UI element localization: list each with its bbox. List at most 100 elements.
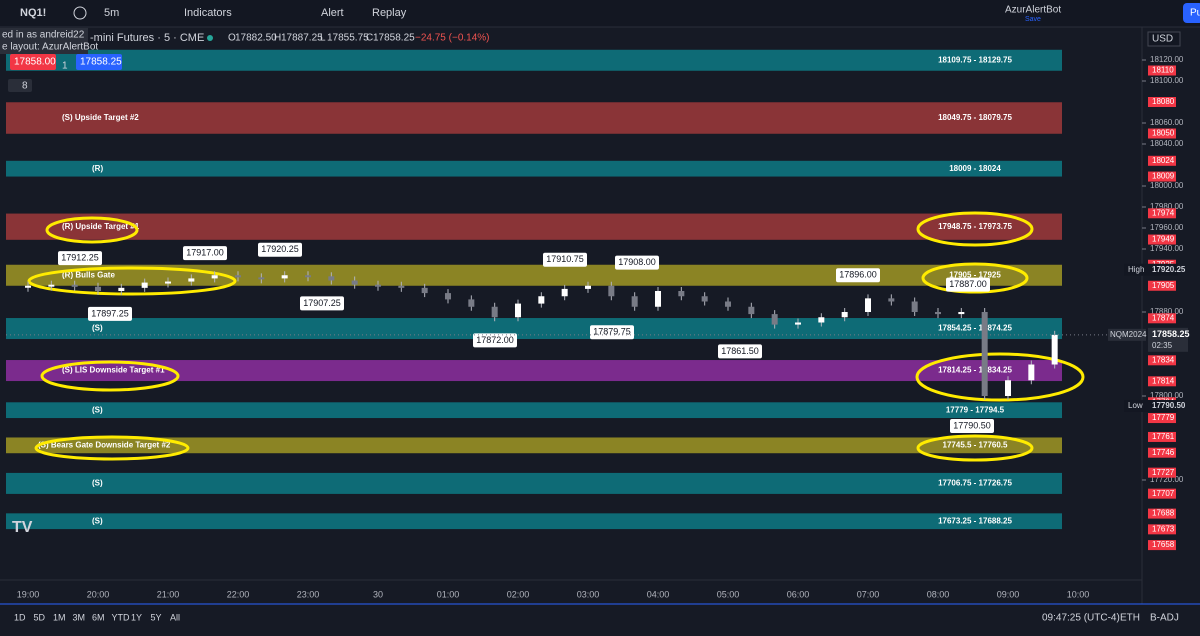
price-tag	[1148, 128, 1176, 139]
interval[interactable]: 5m	[104, 7, 119, 19]
zone-label: (R)	[92, 164, 103, 173]
replay[interactable]: Replay	[372, 7, 407, 19]
price-callout	[718, 344, 762, 359]
high-value: 17920.25	[1152, 265, 1186, 274]
ohlc-value: 17855.75	[327, 33, 369, 44]
publish[interactable]: Pu	[1190, 8, 1200, 19]
y-tick-label: 18000.00	[1150, 181, 1184, 190]
candle	[1051, 334, 1058, 365]
highlight	[916, 434, 1034, 462]
candle	[48, 284, 55, 287]
tooltip-line: e layout: AzurAlertBot	[2, 42, 98, 53]
clock: 09:47:25 (UTC-4)	[1042, 613, 1120, 624]
range-button[interactable]: 1M	[53, 612, 66, 622]
plot: 18109.75 - 18129.75 (S) Upside Target #2 1…	[6, 49, 1085, 530]
candle	[911, 301, 918, 312]
symbol-tag	[1108, 328, 1146, 341]
tooltip-line: ed in as andreid22	[2, 30, 85, 41]
range-button[interactable]: 6M	[92, 612, 105, 622]
session[interactable]: ETH	[1120, 613, 1140, 624]
currency-box[interactable]	[1147, 31, 1181, 47]
currency[interactable]: USD	[1152, 34, 1173, 45]
candle	[421, 287, 428, 294]
symbol[interactable]: NQ1!	[20, 7, 46, 19]
zone	[6, 213, 1062, 240]
x-tick-label: 23:00	[297, 589, 320, 599]
sell-price[interactable]: 17858.00	[14, 57, 56, 68]
range-button[interactable]: All	[170, 612, 180, 622]
zone-label: (S)	[92, 479, 103, 488]
buy-button[interactable]	[76, 54, 122, 70]
ohlc-value: 17887.25	[281, 33, 323, 44]
price-callout-label: 17912.25	[61, 253, 99, 263]
candle	[655, 291, 661, 307]
ohlc-key: H	[274, 33, 281, 44]
range-button[interactable]: 1D	[14, 612, 26, 622]
sell-button[interactable]	[10, 54, 56, 70]
range-button[interactable]: 1Y	[131, 612, 142, 622]
add-icon[interactable]	[73, 6, 87, 20]
price-tag-label: 17688	[1152, 509, 1175, 518]
price-tag	[1148, 524, 1176, 535]
alert[interactable]: Alert	[321, 7, 344, 19]
account[interactable]: AzurAlertBot	[1005, 5, 1061, 16]
candle	[958, 312, 965, 315]
candle	[71, 284, 78, 287]
candle	[585, 285, 591, 289]
price-tag	[1148, 97, 1176, 107]
highlight	[40, 360, 180, 392]
price-callout	[946, 277, 990, 292]
zone-range: 17706.75 - 17726.75	[938, 479, 1012, 488]
quantity[interactable]: 1	[62, 61, 68, 72]
zone-range: 17905 - 17925	[949, 270, 1001, 279]
candle	[235, 275, 241, 278]
indicators[interactable]: Indicators	[184, 7, 232, 19]
adjustment[interactable]: B-ADJ	[1150, 613, 1179, 624]
collapse-button[interactable]	[8, 79, 32, 92]
candle	[281, 275, 288, 279]
top-bar	[0, 0, 1200, 27]
price-callout-label: 17910.75	[546, 254, 584, 264]
y-tick-label: 18120.00	[1150, 55, 1184, 64]
price-callout-label: 17872.00	[476, 335, 514, 345]
candle	[561, 288, 568, 297]
change: −24.75 (−0.14%)	[415, 33, 490, 44]
price-tag	[1148, 280, 1176, 291]
price-tag-label: 17834	[1152, 355, 1175, 364]
indicator-count[interactable]: 8	[22, 81, 28, 92]
highlight	[45, 216, 139, 244]
buy-price[interactable]: 17858.25	[80, 57, 122, 68]
zone-range: 17948.75 - 17973.75	[938, 222, 1012, 231]
ohlc-key: L	[320, 33, 326, 44]
price-tag	[1148, 155, 1176, 166]
highlight	[916, 211, 1034, 247]
range-button[interactable]: 5Y	[151, 612, 162, 622]
price-tag-label: 18110	[1152, 66, 1174, 75]
zone-label: (S) Upside Target #2	[62, 113, 139, 122]
zone-label: (R) Upside Target #1	[62, 222, 140, 231]
range-button[interactable]: YTD	[112, 612, 131, 622]
candle	[141, 282, 148, 288]
price-tag	[1148, 467, 1176, 478]
range-button[interactable]: 3M	[73, 612, 86, 622]
range-button[interactable]: 5D	[34, 612, 46, 622]
zone	[6, 318, 1062, 340]
candle	[165, 281, 171, 284]
price-tag	[1148, 313, 1176, 324]
countdown: 02:35	[1152, 341, 1173, 350]
candle	[935, 312, 941, 315]
publish-button[interactable]	[1183, 3, 1200, 23]
y-tick-label: 18040.00	[1150, 139, 1184, 148]
zone-label: (S)	[92, 405, 103, 414]
zone-label: (S) Bears Gate Downside Target #2	[38, 440, 171, 449]
y-tick-label: 17880.00	[1150, 307, 1184, 316]
price-tag-label: 17727	[1152, 468, 1175, 477]
price-tag-label: 17814	[1152, 376, 1175, 385]
price-tag-label: 17974	[1152, 208, 1175, 217]
candle	[538, 296, 545, 304]
save[interactable]: Save	[1025, 16, 1041, 23]
price-tag-label: 18080	[1152, 97, 1175, 106]
candle	[118, 287, 125, 291]
candle	[1028, 364, 1035, 381]
y-tick-label: 18060.00	[1150, 118, 1184, 127]
